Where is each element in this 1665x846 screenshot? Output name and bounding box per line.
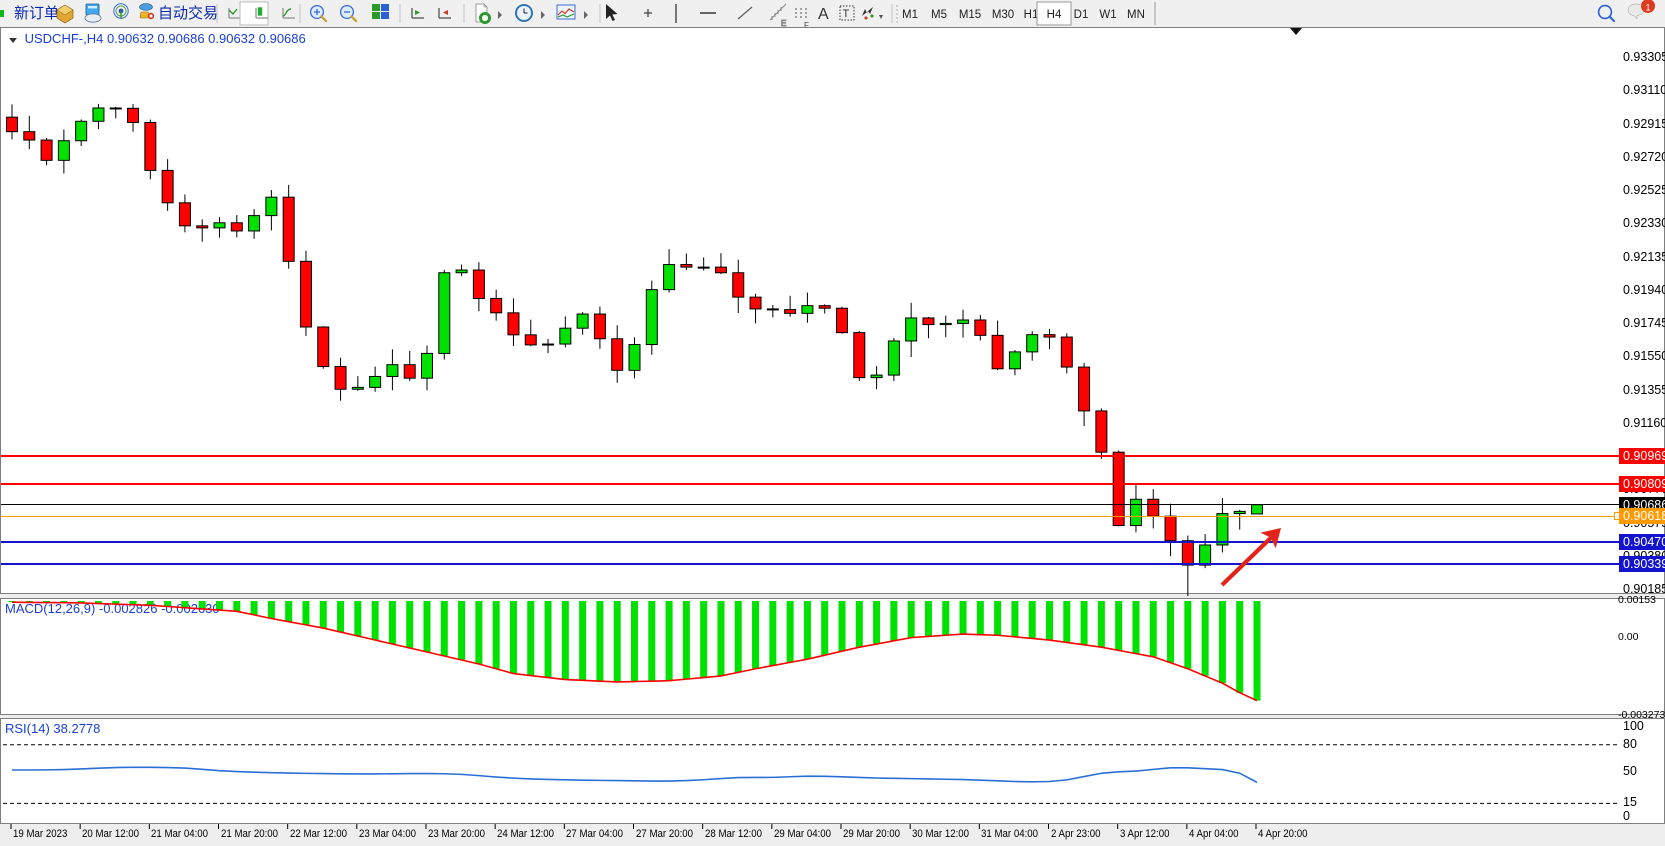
svg-text:H1: H1 [1024,9,1039,21]
svg-text:M1: M1 [902,9,918,21]
svg-text:D1: D1 [1074,9,1089,21]
svg-text:T: T [843,8,850,20]
svg-text:M5: M5 [931,9,947,21]
svg-text:1: 1 [1645,3,1650,13]
svg-text:A: A [818,6,829,23]
svg-text:自动交易: 自动交易 [158,4,218,22]
svg-text:M15: M15 [959,9,981,21]
svg-text:MN: MN [1127,9,1145,21]
svg-text:E: E [781,19,786,27]
svg-text:H4: H4 [1047,9,1062,21]
svg-text:M30: M30 [992,9,1014,21]
svg-text:新订单: 新订单 [14,5,59,22]
svg-text:W1: W1 [1099,9,1116,21]
